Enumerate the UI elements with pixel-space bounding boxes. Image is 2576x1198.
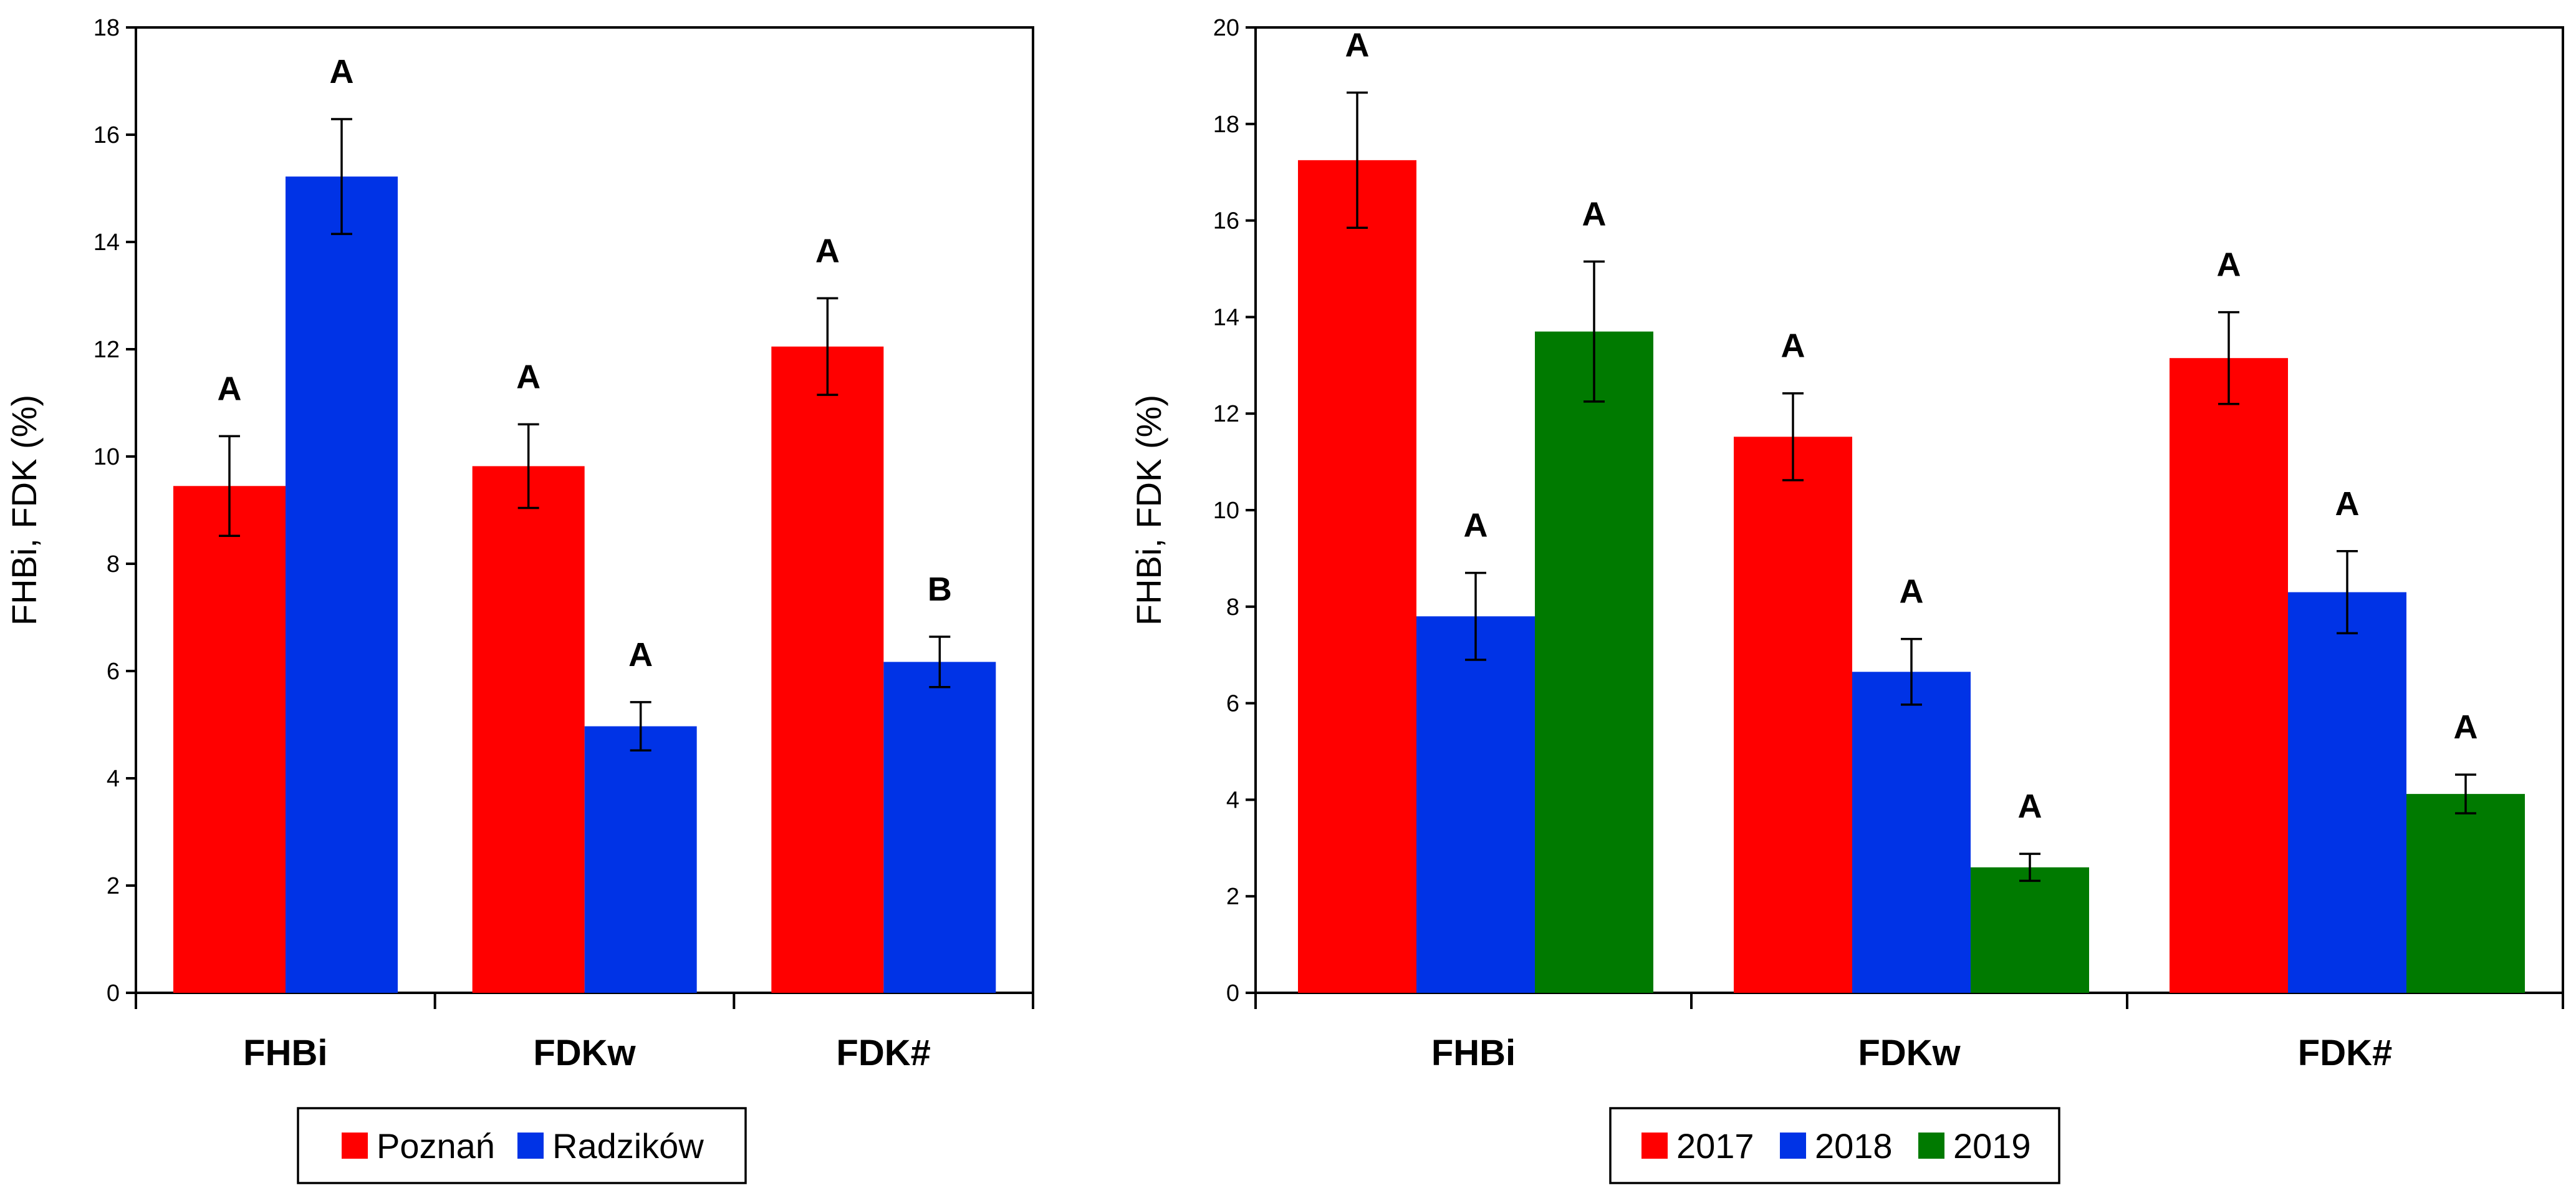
bar-2019 [1535,331,1653,993]
legend-label: 2017 [1676,1126,1754,1166]
significance-label: A [1781,327,1805,365]
significance-label: B [928,571,952,608]
bar-poznań [472,466,585,993]
legend-swatch [1918,1133,1944,1159]
legend-label: Radzików [552,1126,704,1166]
significance-label: A [2217,246,2241,284]
bar-2018 [2288,592,2406,993]
y-tick-label: 0 [107,980,120,1007]
legend-label: Poznań [377,1126,495,1166]
legend-box [1609,1107,2060,1184]
bar-2019 [1971,867,2089,993]
legend: 2017 2018 2019 [1609,1107,2060,1184]
y-tick-label: 12 [1213,401,1239,427]
y-tick-label: 2 [1226,884,1239,910]
significance-label: A [815,232,840,269]
y-tick-label: 0 [1226,980,1239,1007]
x-category-label: FDKw [533,1033,636,1073]
y-tick-label: 20 [1213,15,1239,41]
bar-poznań [173,486,286,993]
y-tick-label: 14 [1213,304,1239,331]
bar-poznań [771,346,884,993]
legend-swatch [1780,1133,1806,1159]
significance-label: A [1345,26,1370,64]
x-category-label: FDK# [2298,1033,2392,1073]
y-tick-label: 12 [94,337,120,363]
y-axis-title: FHBi, FDK (%) [1129,395,1168,626]
y-axis-title: FHBi, FDK (%) [4,395,44,626]
bar-radzików [584,726,697,993]
significance-label: A [1582,195,1607,233]
y-tick-label: 8 [107,551,120,577]
x-category-label: FHBi [1431,1033,1516,1073]
bar-2018 [1416,616,1535,993]
panel-left-chart: 0 2 4 6 8 10 12 14 16 18 FHBi, FDK (%) A A FHBi A A FDKw… [4,15,1034,1184]
legend-label: 2019 [1953,1126,2031,1166]
bar-2017 [2170,358,2288,993]
significance-label: A [2454,708,2478,746]
y-tick-label: 10 [1213,498,1239,524]
y-tick-label: 16 [94,122,120,148]
significance-label: A [1464,507,1488,544]
y-tick-label: 2 [107,873,120,899]
significance-label: A [330,53,354,90]
panel-right-chart: 0 2 4 6 8 10 12 14 16 18 20 FHBi, FDK (%) A A A FHBi A A A… [1129,15,2564,1184]
legend-swatch [342,1133,368,1159]
legend-swatch [517,1133,544,1159]
y-tick-label: 4 [107,766,120,792]
y-tick-label: 16 [1213,208,1239,234]
significance-label: A [218,370,242,407]
y-tick-label: 8 [1226,594,1239,621]
y-tick-label: 4 [1226,787,1239,813]
x-category-label: FDK# [836,1033,930,1073]
significance-label: A [516,358,541,395]
y-tick-label: 14 [94,229,120,256]
bar-radzików [883,662,996,993]
significance-label: A [1900,573,1924,611]
legend-label: 2018 [1815,1126,1893,1166]
bar-2019 [2406,794,2525,993]
bar-2017 [1734,437,1852,993]
significance-label: A [2335,485,2360,523]
x-category-label: FDKw [1858,1033,1961,1073]
significance-label: A [628,636,653,674]
significance-label: A [2018,788,2042,825]
y-tick-label: 18 [1213,112,1239,138]
bar-2017 [1298,160,1416,993]
y-tick-label: 10 [94,444,120,470]
bar-2018 [1852,672,1971,993]
legend-swatch [1641,1133,1668,1159]
y-tick-label: 18 [94,15,120,41]
legend: Poznań Radzików [297,1107,747,1184]
bar-radzików [286,176,398,993]
y-tick-label: 6 [107,659,120,685]
x-category-label: FHBi [243,1033,327,1073]
y-tick-label: 6 [1226,691,1239,717]
